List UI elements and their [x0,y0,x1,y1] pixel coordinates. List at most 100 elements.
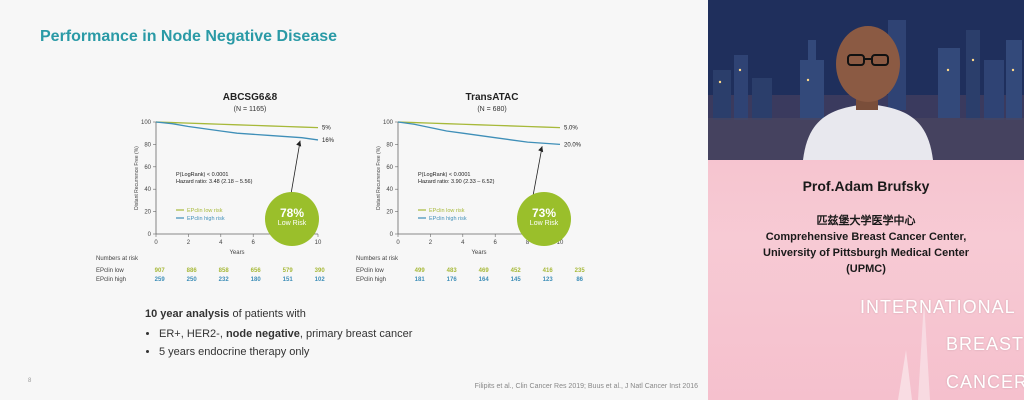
risk-value: 180 [250,277,261,283]
callout-arrowhead [538,146,544,153]
callout-label: Low Risk [277,220,307,227]
legend-label: EPclin high risk [429,216,467,222]
risk-value: 452 [510,268,521,274]
risk-table-abcsg: Numbers at risk EPclin low 907 886 858 656 5… [96,256,366,286]
citation: Filipits et al., Clin Cancer Res 2019; B… [474,383,698,390]
risk-value: 232 [218,277,229,283]
risk-row-name: EPclin low [356,268,384,274]
x-tick-label: 10 [315,240,322,246]
risk-values: 499 483 469 452 416 235 [404,268,596,274]
legend-label: EPclin high risk [187,216,225,222]
y-tick-label: 40 [144,187,151,193]
risk-value: 259 [154,277,165,283]
risk-value: 886 [186,268,197,274]
risk-row-name: EPclin high [356,277,387,283]
risk-row-name: EPclin high [96,277,127,283]
chart-subtitle: (N = 1165) [233,106,267,113]
callout-circle: 78% Low Risk [265,192,319,246]
stats-text: P(LogRank) < 0.0001 [176,172,228,178]
risk-values: 181 176 164 145 123 86 [404,277,596,283]
bullet-item: ER+, HER2-, node negative, primary breas… [159,328,412,340]
speaker-name: Prof.Adam Brufsky [802,178,930,194]
risk-value: 102 [314,277,325,283]
stats-text: Hazard ratio: 3.48 (2.18 – 5.56) [176,179,253,185]
end-label: 5% [322,126,331,132]
risk-value: 469 [478,268,489,274]
y-tick-label: 20 [144,210,151,216]
risk-value: 145 [510,277,521,283]
bullet-text: ER+, HER2-, [159,328,226,340]
chart-subtitle: (N = 680) [477,106,507,113]
callout-circle: 73% Low Risk [517,192,571,246]
risk-value: 164 [478,277,489,283]
chart-transatac: TransATAC (N = 680) 0 20 40 60 80 100 0 2 4 6 8 10 Y… [372,88,612,288]
x-tick-label: 4 [461,240,465,246]
series-line [397,121,561,129]
bullet-text: , primary breast cancer [299,328,413,340]
x-tick-label: 0 [154,240,158,246]
affiliation-line-1: Comprehensive Breast Cancer Center, [765,231,967,243]
risk-values: 907 886 858 656 579 390 [144,268,336,274]
y-axis-label: Distant Recurrence Free (%) [134,146,140,210]
y-tick-label: 80 [386,142,393,148]
speaker-video [708,0,1024,160]
y-axis-label: Distant Recurrence Free (%) [376,146,382,210]
x-tick-label: 2 [429,240,433,246]
risk-row-high: EPclin high 259 250 232 180 151 102 [96,277,336,283]
risk-value: 656 [250,268,261,274]
end-label: 16% [322,138,335,144]
x-tick-label: 10 [557,240,564,246]
city-skyline-background [708,0,1024,160]
affiliation-cn: 匹兹堡大学医学中心 [816,215,916,227]
risk-value: 858 [218,268,229,274]
legend-label: EPclin low risk [187,208,223,214]
end-label: 20.0% [564,142,582,148]
speaker-panel: Prof.Adam Brufsky 匹兹堡大学医学中心 Comprehensiv… [708,0,1024,400]
y-tick-label: 40 [386,187,393,193]
risk-table-transatac: Numbers at risk EPclin low 499 483 469 452 4… [356,256,626,286]
presentation-slide: Performance in Node Negative Disease ABC… [0,0,708,400]
risk-value: 483 [446,268,457,274]
chart-abcsg: ABCSG6&8 (N = 1165) 0204060801000246810Y… [130,88,370,288]
tower-graphic [898,300,930,400]
x-tick-label: 2 [187,240,191,246]
end-label: 5.0% [564,126,578,132]
risk-row-high: EPclin high 181 176 164 145 123 86 [356,277,596,283]
risk-value: 579 [282,268,293,274]
event-wordmark-line-1: INTERNATIONAL [860,297,1016,317]
y-tick-label: 20 [386,210,393,216]
x-tick-label: 4 [219,240,223,246]
slide-title: Performance in Node Negative Disease [40,28,338,45]
risk-value: 176 [446,277,457,283]
y-tick-label: 0 [390,232,394,238]
y-tick-label: 80 [144,142,151,148]
y-tick-label: 100 [383,120,394,126]
risk-row-low: EPclin low 907 886 858 656 579 390 [96,268,336,274]
risk-value: 181 [414,277,425,283]
affiliation-line-2: University of Pittsburgh Medical Center [763,247,969,259]
risk-value: 390 [314,268,325,274]
y-tick-label: 100 [141,120,152,126]
slide-number: 8 [28,378,32,384]
risk-value: 86 [576,277,584,283]
risk-value: 250 [186,277,197,283]
x-tick-label: 0 [396,240,400,246]
callout-arrowhead [296,140,302,147]
series-line [397,121,561,146]
series-line [155,121,319,129]
x-tick-label: 6 [494,240,498,246]
y-tick-label: 0 [148,232,152,238]
x-tick-label: 6 [252,240,256,246]
risk-row-name: EPclin low [96,268,124,274]
lead-line: 10 year analysis of patients with [145,308,412,320]
risk-value: 907 [154,268,165,274]
chart-title: TransATAC [465,92,519,103]
risk-value: 499 [414,268,425,274]
risk-values: 259 250 232 180 151 102 [144,277,336,283]
series-line [155,121,319,141]
bullet-text: 5 years endocrine therapy only [159,346,310,358]
bullet-list: ER+, HER2-, node negative, primary breas… [145,328,412,358]
numbers-at-risk-label: Numbers at risk [356,256,399,262]
